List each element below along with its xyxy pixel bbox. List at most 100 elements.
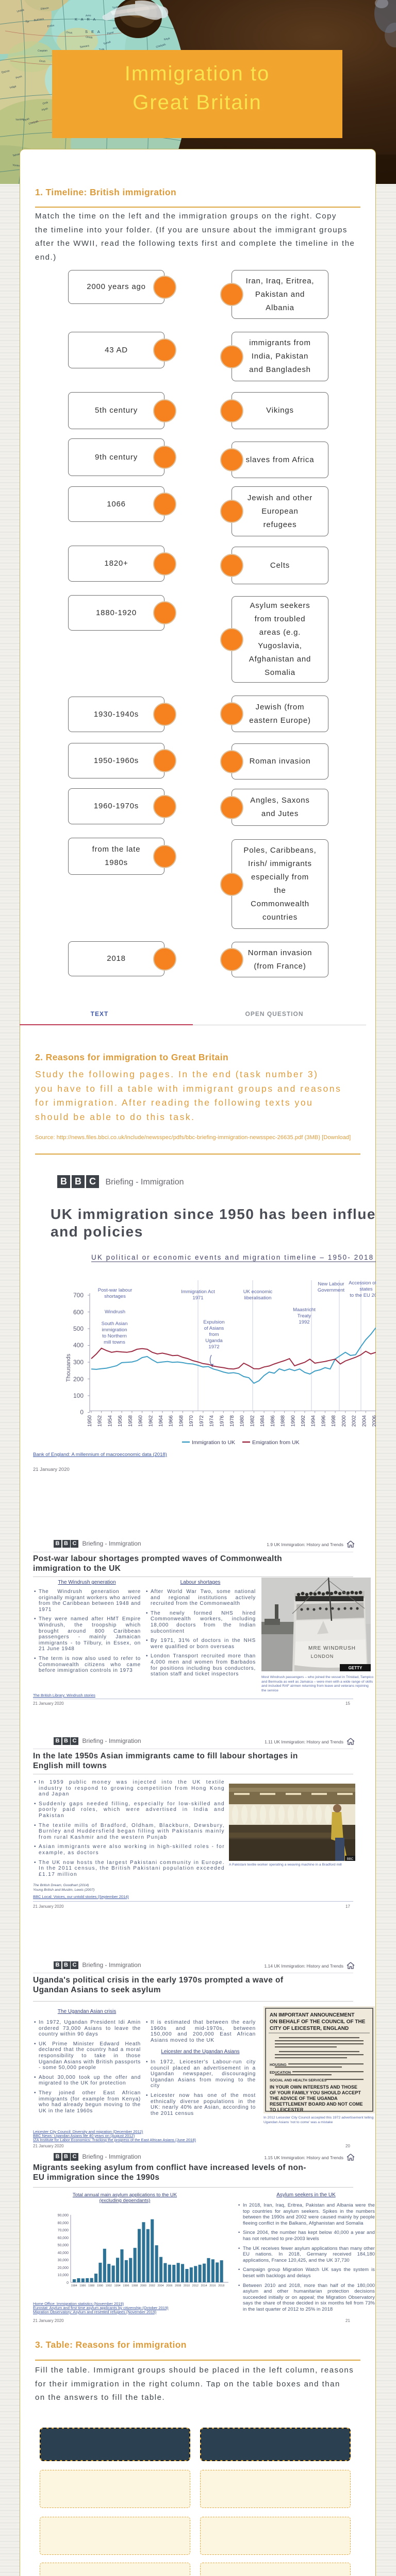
svg-text:2006: 2006 (166, 2284, 172, 2287)
svg-text:Oxus: Oxus (66, 31, 73, 35)
svg-text:RESETTLEMENT BOARD AND NOT COM: RESETTLEMENT BOARD AND NOT COME (270, 2102, 363, 2107)
svg-text:1986: 1986 (79, 2284, 86, 2287)
svg-text:Chelyab.: Chelyab. (156, 43, 167, 49)
svg-text:1986: 1986 (270, 1415, 276, 1427)
svg-text:THE ADVICE OF THE UGANDA: THE ADVICE OF THE UGANDA (270, 2096, 338, 2101)
svg-text:2004: 2004 (361, 1415, 367, 1427)
svg-text:1996: 1996 (321, 1415, 326, 1427)
svg-text:GETTY: GETTY (349, 1666, 362, 1670)
svg-text:500: 500 (73, 1325, 84, 1332)
svg-text:Syr: Syr (25, 20, 30, 24)
svg-text:mill towns: mill towns (104, 1340, 125, 1345)
svg-text:1978: 1978 (229, 1415, 235, 1427)
svg-text:Qazvin: Qazvin (1, 70, 10, 74)
svg-text:1960: 1960 (138, 1415, 144, 1427)
svg-text:1994: 1994 (114, 2284, 120, 2287)
svg-text:1952: 1952 (97, 1415, 103, 1427)
svg-text:Expulsion: Expulsion (203, 1319, 224, 1325)
svg-text:1994: 1994 (311, 1415, 317, 1427)
svg-text:South Asian: South Asian (102, 1321, 128, 1327)
svg-text:40,000: 40,000 (58, 2251, 69, 2255)
svg-text:S E A: S E A (85, 29, 101, 34)
svg-text:Yenisei: Yenisei (12, 164, 21, 167)
svg-text:Aktobe: Aktobe (112, 26, 121, 30)
svg-text:2010: 2010 (184, 2284, 190, 2287)
svg-text:1976: 1976 (219, 1415, 225, 1427)
svg-text:1990: 1990 (290, 1415, 296, 1427)
svg-text:Bukhara: Bukhara (34, 18, 44, 22)
svg-text:Caspian: Caspian (38, 49, 47, 53)
svg-text:Treaty: Treaty (298, 1313, 311, 1319)
svg-text:2018: 2018 (218, 2284, 224, 2287)
svg-text:1998: 1998 (131, 2284, 138, 2287)
svg-text:Tura: Tura (99, 48, 105, 52)
svg-text:Immigration Act: Immigration Act (181, 1289, 215, 1295)
svg-text:1992: 1992 (299, 1319, 309, 1325)
svg-text:EDUCATION: EDUCATION (270, 2071, 291, 2075)
svg-text:states: states (359, 1286, 373, 1292)
svg-text:1992: 1992 (301, 1415, 306, 1427)
svg-text:1984: 1984 (260, 1415, 266, 1427)
svg-text:Accession of A8: Accession of A8 (349, 1280, 376, 1286)
svg-text:1984: 1984 (71, 2284, 77, 2287)
svg-text:to the EU 2004: to the EU 2004 (350, 1293, 376, 1298)
svg-text:Volga: Volga (9, 85, 16, 90)
svg-text:K A R A: K A R A (75, 17, 97, 22)
svg-text:0: 0 (80, 1409, 84, 1416)
svg-text:30,000: 30,000 (58, 2259, 69, 2262)
svg-text:OF YOUR FAMILY YOU SHOULD ACCE: OF YOUR FAMILY YOU SHOULD ACCEPT (270, 2090, 361, 2095)
svg-text:1998: 1998 (331, 1415, 337, 1427)
svg-text:New Labour: New Labour (318, 1281, 344, 1287)
svg-text:600: 600 (73, 1309, 84, 1316)
svg-text:liberalisation: liberalisation (244, 1295, 272, 1301)
svg-text:1966: 1966 (169, 1415, 174, 1427)
svg-text:2000: 2000 (341, 1415, 347, 1427)
svg-text:Pamir: Pamir (107, 31, 114, 36)
svg-text:SOCIAL AND HEALTH SERVICES: SOCIAL AND HEALTH SERVICES (270, 2079, 327, 2082)
svg-text:2014: 2014 (201, 2284, 207, 2287)
svg-text:Irtysh: Irtysh (41, 107, 48, 112)
svg-text:AN IMPORTANT ANNOUNCEMENT: AN IMPORTANT ANNOUNCEMENT (270, 2012, 354, 2018)
svg-text:2002: 2002 (149, 2284, 155, 2287)
svg-text:1996: 1996 (123, 2284, 129, 2287)
svg-text:IN YOUR OWN INTERESTS AND THOS: IN YOUR OWN INTERESTS AND THOSE (270, 2084, 357, 2090)
svg-text:Post-war labour: Post-war labour (98, 1287, 133, 1293)
svg-text:of Asians: of Asians (204, 1326, 224, 1331)
svg-text:UK political or economic event: UK political or economic events and migr… (91, 1253, 374, 1261)
svg-text:Issyk: Issyk (163, 37, 170, 41)
svg-text:1990: 1990 (97, 2284, 103, 2287)
svg-text:10,000: 10,000 (58, 2274, 69, 2277)
svg-text:Tehran: Tehran (12, 152, 21, 158)
svg-text:2002: 2002 (352, 1415, 357, 1427)
svg-text:1970: 1970 (189, 1415, 194, 1427)
svg-text:1962: 1962 (148, 1415, 154, 1427)
svg-text:Irtysh: Irtysh (23, 117, 30, 122)
svg-text:2004: 2004 (157, 2284, 163, 2287)
svg-text:to Northern: to Northern (102, 1333, 127, 1339)
svg-text:90,000: 90,000 (58, 2214, 69, 2217)
svg-text:60,000: 60,000 (58, 2236, 69, 2240)
svg-text:Orsk: Orsk (42, 101, 49, 106)
svg-text:1958: 1958 (128, 1415, 134, 1427)
svg-text:300: 300 (73, 1359, 84, 1366)
svg-text:UK economic: UK economic (243, 1289, 273, 1295)
svg-text:1992: 1992 (106, 2284, 112, 2287)
svg-text:immigration: immigration (102, 1327, 127, 1333)
svg-text:Uralsk: Uralsk (16, 8, 25, 13)
svg-text:2008: 2008 (175, 2284, 181, 2287)
svg-text:Chelyab.: Chelyab. (28, 120, 39, 126)
svg-text:Immigration to UK: Immigration to UK (192, 1439, 235, 1446)
svg-text:1972: 1972 (208, 1344, 219, 1350)
svg-text:0: 0 (67, 2281, 69, 2285)
svg-text:HOUSING: HOUSING (270, 2063, 287, 2067)
svg-text:1968: 1968 (178, 1415, 184, 1427)
svg-text:from: from (209, 1332, 219, 1337)
svg-text:Emigration from UK: Emigration from UK (252, 1439, 300, 1446)
svg-text:Omsk: Omsk (86, 36, 93, 40)
svg-text:2000: 2000 (140, 2284, 146, 2287)
svg-text:shortages: shortages (104, 1294, 126, 1299)
svg-text:70,000: 70,000 (58, 2229, 69, 2232)
svg-text:Samara: Samara (79, 44, 89, 49)
svg-text:1971: 1971 (192, 1295, 203, 1301)
svg-text:TO LEICESTER: TO LEICESTER (270, 2107, 304, 2112)
